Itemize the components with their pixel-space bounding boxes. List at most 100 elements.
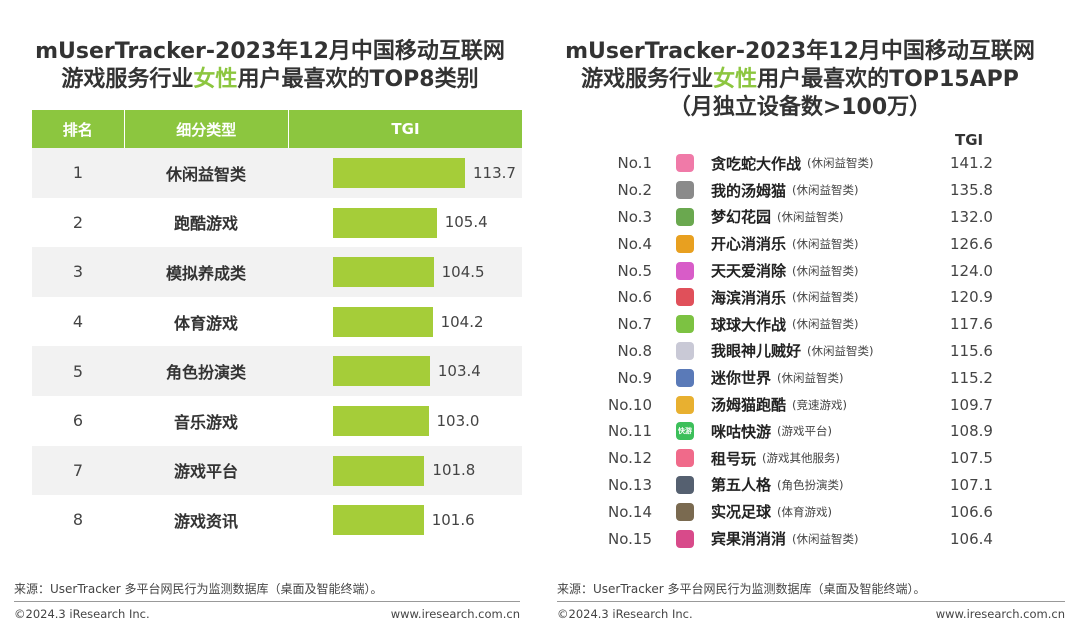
rank-label: No.1	[617, 154, 652, 173]
rank-label: No.13	[608, 475, 652, 494]
category-cell: 模拟养成类	[165, 263, 246, 283]
tgi-bar	[333, 455, 425, 486]
tgi-bar	[333, 356, 430, 387]
left-website: www.iresearch.com.cn	[390, 607, 520, 621]
tgi-cell: 103.4	[288, 346, 522, 396]
identity-v-app-icon	[676, 475, 694, 494]
daily-match-app-icon	[676, 261, 694, 280]
magnifier-app-icon	[676, 341, 694, 360]
table-header: 排名 细分类型 TGI	[32, 110, 522, 148]
left-title-line2: 游戏服务行业女性用户最喜欢的TOP8类别	[61, 67, 479, 92]
tgi-cell: 101.6	[288, 495, 522, 545]
highlight-female: 女性	[193, 67, 238, 92]
app-name: 开心消消乐	[711, 235, 787, 254]
tgi-value: 120.9	[950, 288, 993, 307]
app-category: (休闲益智类)	[807, 156, 874, 171]
left-chart-title: mUserTracker-2023年12月中国移动互联网 游戏服务行业女性用户最…	[20, 38, 520, 94]
garden-app-icon	[676, 207, 694, 226]
rank-label: No.12	[608, 449, 652, 468]
app-category: (体育游戏)	[777, 504, 832, 519]
bingo-match-app-icon	[676, 529, 694, 548]
rank-cell: 1	[72, 163, 84, 183]
right-copyright: ©2024.3 iResearch Inc.	[557, 607, 693, 621]
list-item: No.3 梦幻花园 (休闲益智类) 132.0	[560, 204, 1030, 231]
tgi-value: 115.2	[950, 368, 993, 387]
app-name: 宾果消消消	[711, 530, 787, 549]
tgi-value: 132.0	[950, 207, 993, 226]
table-row: 7 游戏平台 101.8	[32, 445, 522, 496]
tgi-bar	[333, 158, 465, 188]
list-item: No.4 开心消消乐 (休闲益智类) 126.6	[560, 230, 1030, 257]
migu-app-icon: 快游	[676, 422, 694, 441]
table-row: 3 模拟养成类 104.5	[32, 247, 522, 297]
rank-label: No.9	[617, 368, 652, 387]
tgi-value-label: 101.8	[432, 461, 476, 480]
table-body: 1 休闲益智类 113.7 2 跑酷游戏 105.4 3 模拟养成类 104.5 4 体育游戏 104…	[32, 148, 522, 545]
tgi-value: 115.6	[950, 341, 993, 360]
app-category: (休闲益智类)	[792, 183, 859, 198]
left-copyright: ©2024.3 iResearch Inc.	[14, 607, 150, 621]
rank-cell: 5	[72, 361, 84, 381]
seaside-match-app-icon	[676, 288, 694, 307]
app-name: 汤姆猫跑酷	[711, 396, 787, 415]
tgi-bar	[333, 207, 437, 238]
rank-label: No.8	[617, 341, 652, 360]
mini-world-app-icon	[676, 368, 694, 387]
app-category: (休闲益智类)	[792, 290, 859, 305]
snake-game-app-icon	[676, 154, 694, 173]
list-item: No.9 迷你世界 (休闲益智类) 115.2	[560, 364, 1030, 391]
list-item: No.1 贪吃蛇大作战 (休闲益智类) 141.2	[560, 150, 1030, 177]
app-name: 迷你世界	[711, 369, 772, 388]
app-category: (休闲益智类)	[792, 263, 859, 278]
app-category: (休闲益智类)	[792, 317, 859, 332]
list-item: No.14 实况足球 (体育游戏) 106.6	[560, 498, 1030, 525]
category-cell: 角色扮演类	[165, 363, 246, 383]
tgi-column-header: TGI	[955, 131, 984, 149]
app-category: (游戏其他服务)	[762, 451, 840, 466]
tgi-value-label: 104.2	[440, 312, 484, 331]
app-name: 天天爱消除	[711, 262, 787, 281]
rank-label: No.3	[617, 207, 652, 226]
list-item: No.5 天天爱消除 (休闲益智类) 124.0	[560, 257, 1030, 284]
list-item: No.12 租号玩 (游戏其他服务) 107.5	[560, 445, 1030, 472]
rank-label: No.7	[617, 315, 652, 334]
rank-cell: 4	[72, 312, 84, 332]
left-divider	[14, 601, 520, 602]
top8-category-table: 排名 细分类型 TGI 1 休闲益智类 113.7 2 跑酷游戏 105.4 3 模拟养成类 1…	[32, 110, 522, 545]
right-title-line3: （月独立设备数>100万）	[668, 95, 932, 120]
app-name: 实况足球	[711, 503, 772, 522]
table-row: 8 游戏资讯 101.6	[32, 495, 522, 545]
tgi-value: 106.6	[950, 502, 993, 521]
list-item: No.2 我的汤姆猫 (休闲益智类) 135.8	[560, 177, 1030, 204]
tgi-cell: 101.8	[288, 446, 522, 496]
rank-label: No.4	[617, 234, 652, 253]
rank-label: No.14	[608, 502, 652, 521]
tgi-value-label: 103.0	[436, 411, 480, 430]
rank-label: No.2	[617, 181, 652, 200]
table-row: 2 跑酷游戏 105.4	[32, 197, 522, 248]
table-row: 1 休闲益智类 113.7	[32, 148, 522, 198]
rank-label: No.11	[608, 422, 652, 441]
tgi-value: 117.6	[950, 315, 993, 334]
app-name: 我眼神儿贼好	[711, 342, 802, 361]
rank-cell: 2	[72, 212, 84, 232]
list-item: No.6 海滨消消乐 (休闲益智类) 120.9	[560, 284, 1030, 311]
right-website: www.iresearch.com.cn	[935, 607, 1065, 621]
table-row: 6 音乐游戏 103.0	[32, 395, 522, 446]
table-row: 4 体育游戏 104.2	[32, 296, 522, 347]
category-cell: 音乐游戏	[173, 412, 238, 432]
app-name: 我的汤姆猫	[711, 181, 787, 200]
tgi-value: 108.9	[950, 422, 993, 441]
tgi-bar	[333, 405, 429, 436]
right-title-line1: mUserTracker-2023年12月中国移动互联网	[565, 39, 1035, 64]
header-rank: 排名	[32, 110, 125, 148]
category-cell: 游戏平台	[173, 462, 238, 482]
category-cell: 跑酷游戏	[173, 214, 238, 234]
list-item: No.11 快游 咪咕快游 (游戏平台) 108.9	[560, 418, 1030, 445]
app-name: 租号玩	[711, 449, 757, 468]
tgi-value: 141.2	[950, 154, 993, 173]
app-category: (休闲益智类)	[792, 236, 859, 251]
tgi-value-label: 105.4	[444, 213, 488, 232]
app-name: 第五人格	[711, 476, 772, 495]
table-row: 5 角色扮演类 103.4	[32, 346, 522, 396]
